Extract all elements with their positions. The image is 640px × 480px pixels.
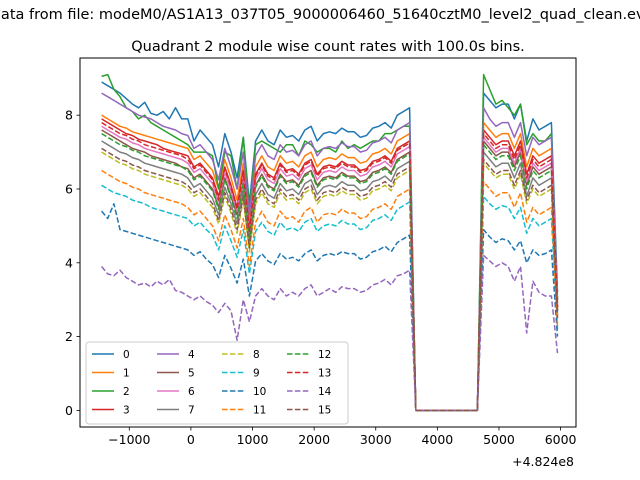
x-tick-label: −1000 bbox=[108, 432, 150, 447]
x-tick-label: 4000 bbox=[421, 432, 453, 447]
series-line-9 bbox=[101, 184, 559, 412]
legend-label-14: 14 bbox=[318, 386, 332, 398]
series-line-12 bbox=[101, 132, 559, 412]
legend-label-5: 5 bbox=[188, 368, 195, 380]
chart-title: Quadrant 2 module wise count rates with … bbox=[131, 39, 525, 55]
legend-label-1: 1 bbox=[123, 368, 130, 380]
y-tick-label: 4 bbox=[65, 255, 73, 270]
y-tick-label: 6 bbox=[65, 181, 73, 196]
legend-label-12: 12 bbox=[318, 349, 331, 361]
legend-label-11: 11 bbox=[253, 405, 266, 417]
series-line-14 bbox=[101, 254, 559, 412]
series-layer bbox=[101, 73, 559, 412]
series-line-13 bbox=[101, 121, 559, 412]
legend-label-6: 6 bbox=[188, 386, 195, 398]
legend-label-8: 8 bbox=[253, 349, 260, 361]
axes-frame bbox=[79, 57, 577, 428]
x-tick-label: 6000 bbox=[545, 432, 577, 447]
x-tick-label: 0 bbox=[187, 432, 195, 447]
x-tick-label: 5000 bbox=[483, 432, 515, 447]
legend-label-13: 13 bbox=[318, 368, 331, 380]
y-axis: 0 2 4 6 8 bbox=[65, 108, 80, 418]
y-tick-label: 8 bbox=[65, 108, 73, 123]
legend-label-7: 7 bbox=[188, 405, 195, 417]
y-tick-label: 0 bbox=[65, 403, 73, 418]
x-tick-label: 2000 bbox=[298, 432, 330, 447]
figure-suptitle: Data from file: modeM0/AS1A13_037T05_900… bbox=[0, 7, 640, 23]
legend-label-10: 10 bbox=[253, 386, 266, 398]
legend-label-9: 9 bbox=[253, 368, 260, 380]
series-line-11 bbox=[101, 169, 559, 412]
legend-label-4: 4 bbox=[188, 349, 195, 361]
x-tick-label: 1000 bbox=[237, 432, 269, 447]
x-tick-label: 3000 bbox=[360, 432, 392, 447]
x-axis-offset-label: +4.824e8 bbox=[512, 454, 574, 469]
series-line-15 bbox=[101, 147, 559, 412]
x-axis: −1000 0 1000 2000 3000 4000 5000 6000 bbox=[108, 427, 577, 447]
legend-label-15: 15 bbox=[318, 405, 331, 417]
y-tick-label: 2 bbox=[65, 329, 73, 344]
legend-label-2: 2 bbox=[123, 386, 130, 398]
legend-frame bbox=[85, 341, 349, 425]
legend-label-3: 3 bbox=[123, 405, 130, 417]
legend-label-0: 0 bbox=[123, 349, 130, 361]
